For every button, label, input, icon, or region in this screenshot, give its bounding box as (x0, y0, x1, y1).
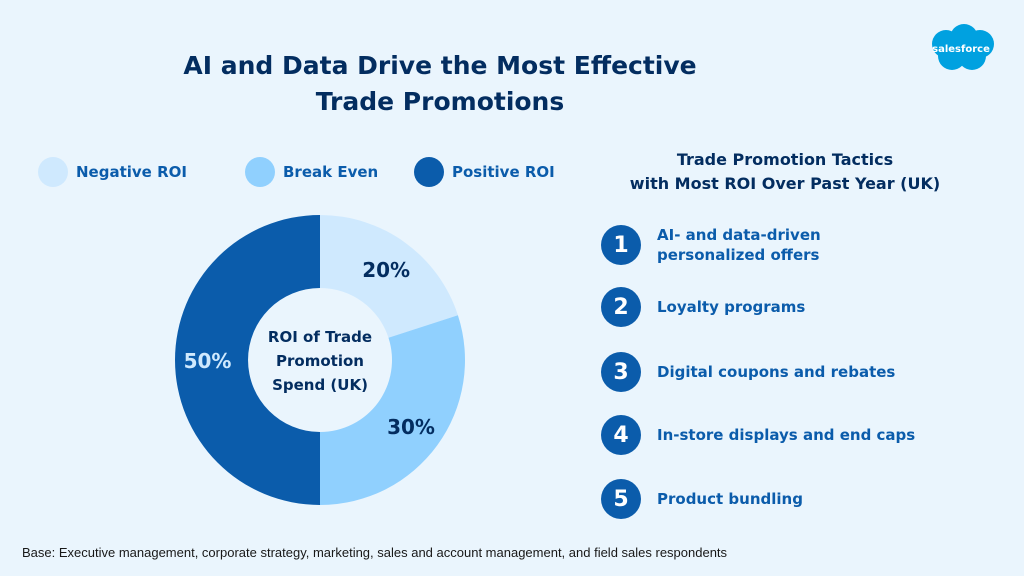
tactic-number-badge: 4 (601, 415, 641, 455)
tactics-title: Trade Promotion Tactics with Most ROI Ov… (585, 148, 985, 196)
tactics-title-line-2: with Most ROI Over Past Year (UK) (629, 174, 941, 193)
tactic-label: Product bundling (657, 490, 803, 508)
legend-swatch (38, 157, 68, 187)
legend-swatch (414, 157, 444, 187)
tactic-item-2: 2 Loyalty programs (601, 287, 937, 327)
page-title: AI and Data Drive the Most Effective Tra… (150, 48, 730, 120)
legend-item-negative-roi: Negative ROI (38, 156, 187, 188)
slice-value-label: 20% (362, 258, 410, 282)
tactic-number-badge: 1 (601, 225, 641, 265)
tactic-item-3: 3 Digital coupons and rebates (601, 352, 937, 392)
tactic-label: In-store displays and end caps (657, 426, 916, 444)
tactic-label: AI- and data-driven personalized offers (657, 226, 821, 264)
tactic-number-badge: 5 (601, 479, 641, 519)
slice-value-label: 50% (184, 349, 232, 373)
tactic-item-4: 4 In-store displays and end caps (601, 415, 937, 455)
tactic-item-5: 5 Product bundling (601, 479, 937, 519)
tactic-item-1: 1 AI- and data-driven personalized offer… (601, 225, 847, 265)
legend-label: Negative ROI (76, 163, 187, 181)
title-line-2: Trade Promotions (315, 87, 565, 116)
legend-swatch (245, 157, 275, 187)
tactic-label: Loyalty programs (657, 298, 806, 316)
salesforce-logo: salesforce (932, 24, 994, 70)
roi-donut-chart: 20% 30% 50% ROI of Trade Promotion Spend (UK) (175, 215, 465, 505)
footnote: Base: Executive management, corporate st… (22, 545, 728, 560)
donut-slice-negative-roi (320, 215, 458, 338)
legend-item-break-even: Break Even (245, 156, 378, 188)
tactic-label: Digital coupons and rebates (657, 363, 896, 381)
donut-center-label-line: ROI of Trade (268, 328, 372, 346)
tactic-number-badge: 2 (601, 287, 641, 327)
donut-slice-positive-roi (175, 215, 320, 505)
donut-slice-break-even (320, 315, 465, 505)
donut-center-label-line: Promotion (276, 352, 364, 370)
legend-item-positive-roi: Positive ROI (414, 156, 555, 188)
legend-label: Break Even (283, 163, 379, 181)
legend-label: Positive ROI (452, 163, 555, 181)
title-line-1: AI and Data Drive the Most Effective (183, 51, 697, 80)
logo-text: salesforce (932, 44, 990, 55)
donut-center-label-line: Spend (UK) (272, 376, 368, 394)
slice-value-label: 30% (387, 415, 435, 439)
tactics-title-line-1: Trade Promotion Tactics (676, 150, 894, 169)
tactic-number-badge: 3 (601, 352, 641, 392)
